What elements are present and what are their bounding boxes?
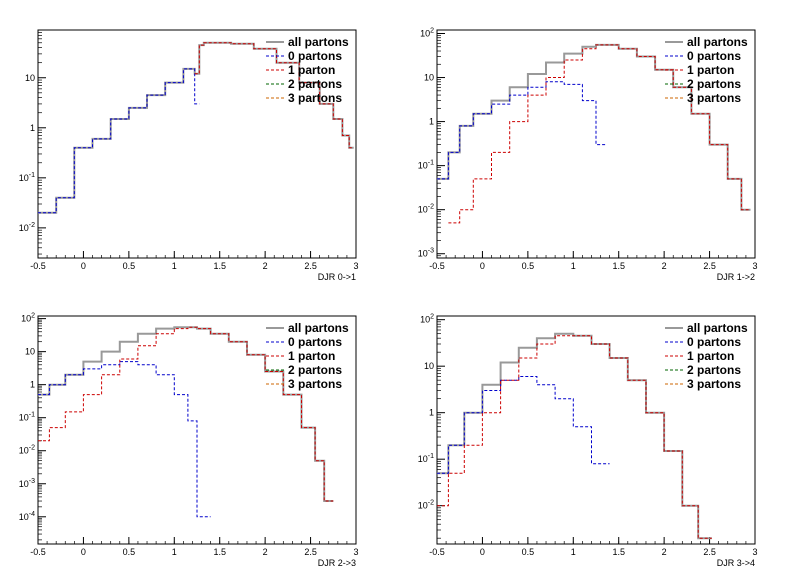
y-tick-label: 10-1 <box>19 412 35 423</box>
x-axis-label: DJR 1->2 <box>717 272 755 282</box>
x-tick-label: -0.5 <box>429 547 445 557</box>
plot-frame <box>436 315 756 545</box>
legend-entry: all partons <box>687 321 748 335</box>
series-line-1-parton <box>448 44 751 224</box>
x-tick-label: 2.5 <box>703 547 716 557</box>
series-line-1-parton <box>194 42 354 149</box>
series-line-1-parton <box>437 335 712 539</box>
x-tick-label: 2 <box>263 547 268 557</box>
x-tick-label: 3 <box>752 261 757 271</box>
x-tick-label: 1 <box>571 547 576 557</box>
y-tick-label: 1 <box>429 408 434 418</box>
chart-panel-2: -0.5 0 0.5 1 1.5 2 2.5 3 10-3 10-2 10-1 1 10 102 DJR 1… <box>418 27 758 282</box>
legend-entry: 2 partons <box>288 363 342 377</box>
y-tick-label: 10-1 <box>418 453 434 464</box>
x-tick-label: 2 <box>662 547 667 557</box>
legend-entry: 3 partons <box>687 91 741 105</box>
legend-entry: 1 parton <box>687 63 734 77</box>
x-tick-label: 2.5 <box>304 547 317 557</box>
x-tick-label: 3 <box>353 547 358 557</box>
y-tick-label: 10-2 <box>418 204 434 215</box>
x-tick-label: 0 <box>81 547 86 557</box>
x-tick-label: 3 <box>353 261 358 271</box>
x-tick-label: -0.5 <box>429 261 445 271</box>
series-line-0-partons <box>437 376 610 474</box>
chart-panel-4: -0.5 0 0.5 1 1.5 2 2.5 3 10-2 10-1 1 10 102 DJR 3->4 a… <box>418 314 758 568</box>
x-tick-label: 1 <box>172 547 177 557</box>
legend-entry: 0 partons <box>288 335 342 349</box>
x-axis-label: DJR 0->1 <box>318 272 356 282</box>
plot-frame <box>436 29 756 259</box>
chart-panel-1: -0.5 0 0.5 1 1.5 2 2.5 3 10-2 10-1 1 10 DJR 0->1 all … <box>19 29 359 282</box>
x-tick-label: 3 <box>752 547 757 557</box>
legend-entry: 2 partons <box>687 77 741 91</box>
y-tick-label: 10-1 <box>418 160 434 171</box>
x-tick-label: 2.5 <box>703 261 716 271</box>
y-tick-label: 10-2 <box>418 500 434 511</box>
y-tick-label: 10-2 <box>19 445 35 456</box>
series-line-0-partons <box>437 81 606 180</box>
x-tick-label: 0.5 <box>522 547 535 557</box>
legend-entry: 3 partons <box>687 377 741 391</box>
x-tick-label: 2 <box>662 261 667 271</box>
y-tick-label: 10 <box>424 361 434 371</box>
x-tick-label: 1.5 <box>612 547 625 557</box>
legend-entry: 2 partons <box>288 77 342 91</box>
x-tick-label: 1 <box>172 261 177 271</box>
y-tick-label: 1 <box>30 123 35 133</box>
series-line-1-parton <box>38 326 334 502</box>
x-tick-label: 0.5 <box>522 261 535 271</box>
y-tick-label: 1 <box>30 380 35 390</box>
legend-entry: 2 partons <box>687 363 741 377</box>
series-line-0-partons <box>38 361 211 518</box>
chart-panel-3: -0.5 0 0.5 1 1.5 2 2.5 3 10-4 10-3 10-2 10-1 1 10 102 D… <box>19 313 359 568</box>
x-tick-label: 0 <box>81 261 86 271</box>
x-tick-label: 2.5 <box>304 261 317 271</box>
x-tick-label: 1.5 <box>213 547 226 557</box>
x-tick-label: 0 <box>480 261 485 271</box>
y-tick-label: 102 <box>21 313 35 324</box>
legend-entry: 1 parton <box>687 349 734 363</box>
legend-entry: 0 partons <box>288 49 342 63</box>
y-tick-label: 10-2 <box>19 222 35 233</box>
x-tick-label: 0 <box>480 547 485 557</box>
y-tick-label: 10-3 <box>19 478 35 489</box>
legend-entry: all partons <box>687 35 748 49</box>
x-tick-label: 0.5 <box>123 547 136 557</box>
legend-entry: 3 partons <box>288 377 342 391</box>
series-line-all-partons <box>437 332 712 540</box>
y-tick-label: 10-4 <box>19 511 35 522</box>
legend-entry: 1 parton <box>288 63 335 77</box>
x-tick-label: 1 <box>571 261 576 271</box>
y-tick-label: 102 <box>420 314 434 325</box>
x-tick-label: 1.5 <box>213 261 226 271</box>
y-tick-label: 10 <box>25 73 35 83</box>
legend-entry: all partons <box>288 321 349 335</box>
legend-entry: 1 parton <box>288 349 335 363</box>
x-tick-label: -0.5 <box>30 261 46 271</box>
x-tick-label: 0.5 <box>123 261 136 271</box>
y-tick-label: 10-1 <box>19 172 35 183</box>
y-tick-label: 102 <box>420 27 434 38</box>
legend-entry: all partons <box>288 35 349 49</box>
x-axis-label: DJR 2->3 <box>318 558 356 568</box>
legend-entry: 0 partons <box>687 49 741 63</box>
series-line-0-partons <box>38 68 200 214</box>
legend-entry: 3 partons <box>288 91 342 105</box>
y-tick-label: 10 <box>25 347 35 357</box>
x-tick-label: 1.5 <box>612 261 625 271</box>
plot-frame <box>37 315 357 545</box>
y-tick-label: 1 <box>429 117 434 127</box>
x-axis-label: DJR 3->4 <box>717 558 755 568</box>
x-tick-label: -0.5 <box>30 547 46 557</box>
y-tick-label: 10 <box>424 73 434 83</box>
plot-frame <box>37 29 357 259</box>
legend-entry: 0 partons <box>687 335 741 349</box>
y-tick-label: 10-3 <box>418 248 434 259</box>
x-tick-label: 2 <box>263 261 268 271</box>
